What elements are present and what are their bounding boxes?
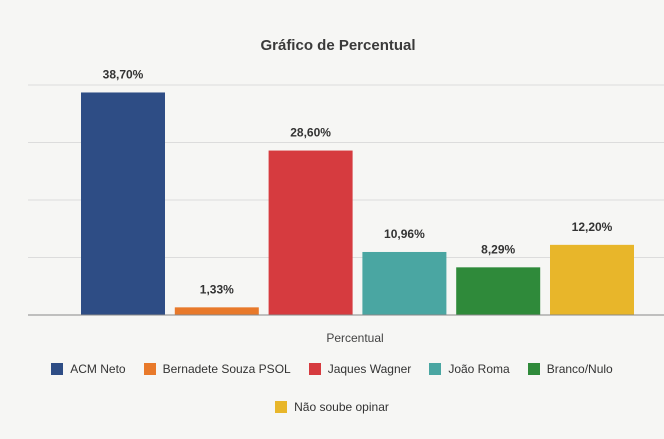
legend-label: Branco/Nulo xyxy=(546,362,613,376)
bar-1 xyxy=(81,92,165,315)
bar-2 xyxy=(174,307,259,315)
legend-label: Jaques Wagner xyxy=(327,362,412,376)
legend-item: Branco/Nulo xyxy=(527,362,613,376)
bar-6 xyxy=(550,244,634,315)
legend-item: Não soube opinar xyxy=(275,400,389,414)
legend-swatch xyxy=(51,363,64,375)
legend-item: Jaques Wagner xyxy=(308,362,412,376)
data-label-6: 12,20% xyxy=(572,220,613,234)
legend-swatch xyxy=(308,363,321,375)
data-labels-group: 38,70% 1,33% 28,60% 10,96% 8,29% 12,20% xyxy=(103,67,613,296)
bar-5 xyxy=(456,267,541,315)
legend-swatch xyxy=(275,401,288,413)
legend-label: João Roma xyxy=(448,362,510,376)
legend-label: Não soube opinar xyxy=(294,400,389,414)
data-label-5: 8,29% xyxy=(481,242,515,256)
legend-swatch xyxy=(429,363,442,375)
bar-chart: Gráfico de Percentual 38,70% 1,33% 28,60% 1… xyxy=(28,37,664,345)
data-label-4: 10,96% xyxy=(384,227,425,241)
data-label-1: 38,70% xyxy=(103,67,144,81)
legend-item: Bernadete Souza PSOL xyxy=(143,362,291,376)
x-axis-label: Percentual xyxy=(326,331,383,345)
legend-swatch xyxy=(527,363,540,375)
chart-title: Gráfico de Percentual xyxy=(260,37,415,54)
legend: ACM Neto Bernadete Souza PSOL Jaques Wagne… xyxy=(0,362,664,414)
data-label-3: 28,60% xyxy=(290,126,331,140)
data-label-2: 1,33% xyxy=(200,282,234,296)
legend-swatch xyxy=(143,363,156,375)
bars-group xyxy=(81,92,634,315)
legend-item: João Roma xyxy=(429,362,510,376)
legend-item: ACM Neto xyxy=(51,362,126,376)
legend-label: Bernadete Souza PSOL xyxy=(162,362,291,376)
bar-4 xyxy=(362,251,447,315)
bar-3 xyxy=(268,150,353,315)
legend-label: ACM Neto xyxy=(70,362,126,376)
